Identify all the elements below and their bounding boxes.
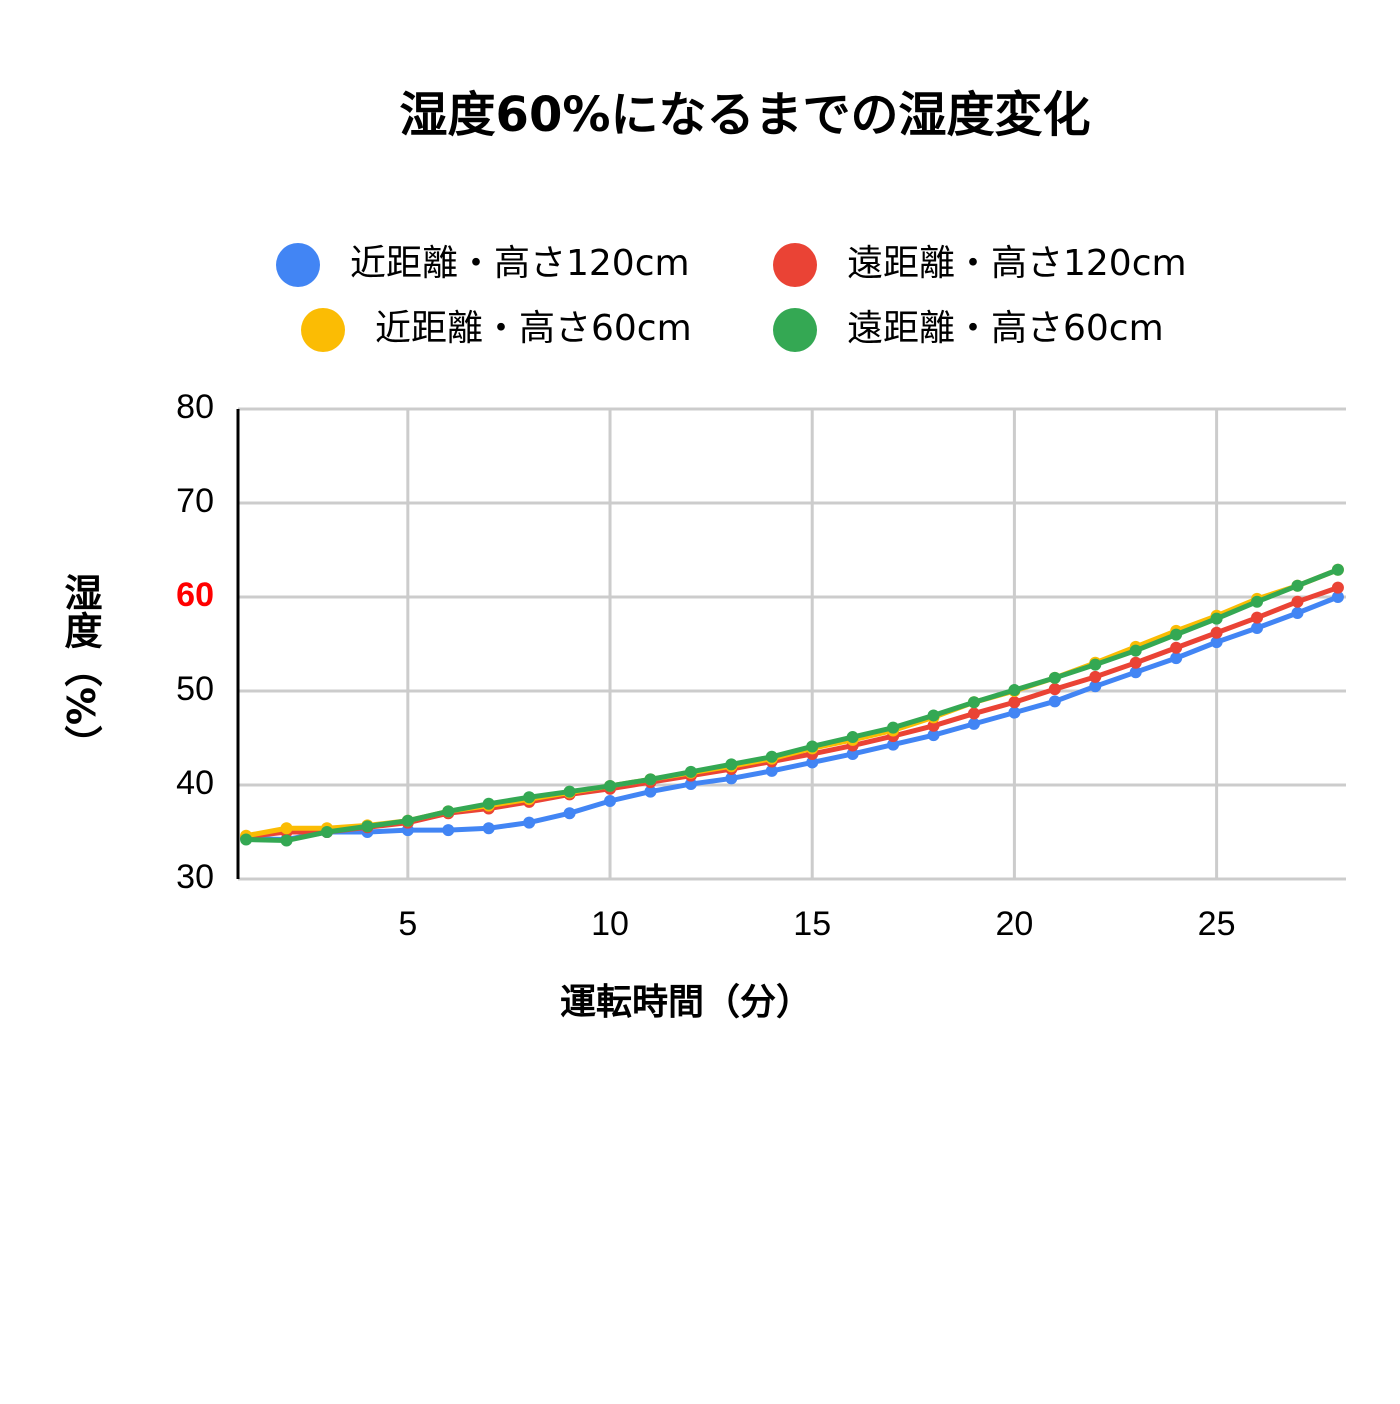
data-point <box>1089 670 1102 683</box>
data-point <box>846 747 859 760</box>
data-point <box>684 765 697 778</box>
x-tick-label: 20 <box>995 905 1033 943</box>
legend-marker <box>773 308 817 352</box>
data-point <box>887 738 900 751</box>
data-point <box>1251 595 1264 608</box>
data-point <box>482 822 495 835</box>
data-point <box>927 709 940 722</box>
data-point <box>1129 656 1142 669</box>
data-point <box>725 772 738 785</box>
x-tick-label: 5 <box>398 905 417 943</box>
data-point <box>1048 671 1061 684</box>
legend-label: 遠距離・高さ60cm <box>847 308 1164 349</box>
data-point <box>1170 641 1183 654</box>
data-point <box>1210 626 1223 639</box>
data-point <box>644 785 657 798</box>
data-point <box>806 756 819 769</box>
data-point <box>523 791 536 804</box>
data-point <box>442 824 455 837</box>
x-axis-label: 運転時間（分） <box>560 982 812 1023</box>
data-point <box>523 816 536 829</box>
data-point <box>1331 591 1344 603</box>
data-point <box>401 814 414 827</box>
data-point <box>1048 695 1061 708</box>
data-point <box>846 731 859 744</box>
data-point <box>1210 612 1223 625</box>
x-tick-label: 25 <box>1198 905 1236 943</box>
legend-marker <box>301 308 345 352</box>
y-tick-label: 60 <box>176 576 214 614</box>
y-tick-label: 30 <box>176 858 214 896</box>
legend-marker <box>773 243 817 287</box>
series-line <box>246 594 1339 843</box>
data-point <box>1048 683 1061 696</box>
data-point <box>361 820 374 833</box>
data-point <box>320 826 333 838</box>
series-line <box>246 567 1339 843</box>
data-point <box>1331 563 1344 576</box>
legend-marker <box>276 243 320 287</box>
y-tick-label: 40 <box>176 764 214 802</box>
data-point <box>644 773 657 786</box>
data-point <box>927 729 940 742</box>
data-point <box>1331 581 1344 594</box>
data-point <box>1129 644 1142 657</box>
data-point <box>240 833 253 846</box>
y-tick-label: 80 <box>176 388 214 426</box>
data-point <box>1291 579 1304 592</box>
data-point <box>563 785 576 798</box>
data-point <box>725 758 738 771</box>
data-point <box>442 805 455 818</box>
data-point <box>1008 684 1021 697</box>
x-tick-label: 15 <box>793 905 831 943</box>
y-tick-label: 70 <box>176 482 214 520</box>
data-point <box>1170 652 1183 665</box>
data-point <box>604 779 617 792</box>
data-point <box>765 750 778 763</box>
x-tick-label: 10 <box>591 905 629 943</box>
data-point <box>1291 595 1304 608</box>
data-point <box>967 696 980 709</box>
data-point <box>1089 680 1102 693</box>
data-point <box>1210 636 1223 649</box>
legend-label: 遠距離・高さ120cm <box>847 243 1187 284</box>
legend-label: 近距離・高さ60cm <box>375 308 692 349</box>
data-point <box>1008 696 1021 709</box>
legend-label: 近距離・高さ120cm <box>350 243 690 284</box>
data-point <box>1089 658 1102 671</box>
data-point <box>1129 666 1142 679</box>
data-point <box>684 778 697 791</box>
y-tick-label: 50 <box>176 670 214 708</box>
data-point <box>967 707 980 720</box>
data-point <box>765 764 778 777</box>
data-point <box>280 834 293 847</box>
data-point <box>927 719 940 732</box>
data-point <box>1251 622 1264 635</box>
y-axis-label: 湿度（%） <box>58 573 102 763</box>
data-point <box>563 807 576 820</box>
data-point <box>1251 611 1264 624</box>
data-point <box>1008 706 1021 719</box>
data-point <box>806 740 819 753</box>
data-point <box>280 822 293 835</box>
data-point <box>887 721 900 734</box>
chart-title: 湿度60%になるまでの湿度変化 <box>400 87 1091 143</box>
data-point <box>1170 628 1183 641</box>
data-point <box>1291 606 1304 619</box>
data-point <box>604 794 617 807</box>
data-point <box>482 797 495 810</box>
data-point <box>967 717 980 730</box>
